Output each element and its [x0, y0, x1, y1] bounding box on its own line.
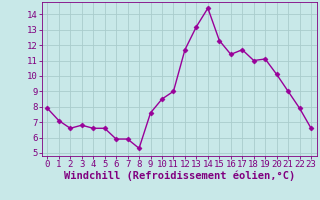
X-axis label: Windchill (Refroidissement éolien,°C): Windchill (Refroidissement éolien,°C) [64, 171, 295, 181]
